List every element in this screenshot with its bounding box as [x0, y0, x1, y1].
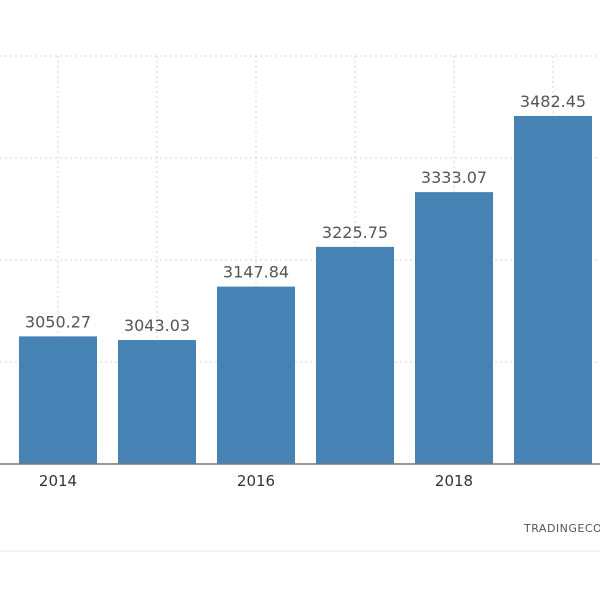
- bar-2016: [217, 286, 295, 464]
- data-label-2014: 3050.27: [25, 312, 91, 331]
- bar-2015: [118, 340, 196, 464]
- bar-2014: [19, 336, 97, 464]
- bar-2017: [316, 246, 394, 464]
- x-tick-label-2018: 2018: [435, 472, 473, 490]
- data-label-2015: 3043.03: [124, 316, 190, 335]
- x-tick-label-2014: 2014: [39, 472, 77, 490]
- source-watermark: TRADINGECO: [523, 522, 600, 535]
- bar-2018: [415, 192, 493, 465]
- data-labels: 3050.27 3043.03 3147.84 3225.75 3333.07 3482.…: [25, 92, 586, 335]
- x-tick-label-2016: 2016: [237, 472, 275, 490]
- data-label-2017: 3225.75: [322, 223, 388, 242]
- data-label-2016: 3147.84: [223, 263, 289, 282]
- x-tick-labels: 2014 2016 2018: [39, 472, 473, 490]
- bars: [19, 115, 592, 465]
- data-label-2018: 3333.07: [421, 168, 487, 187]
- data-label-2019: 3482.45: [520, 92, 586, 111]
- bar-2019: [514, 115, 592, 464]
